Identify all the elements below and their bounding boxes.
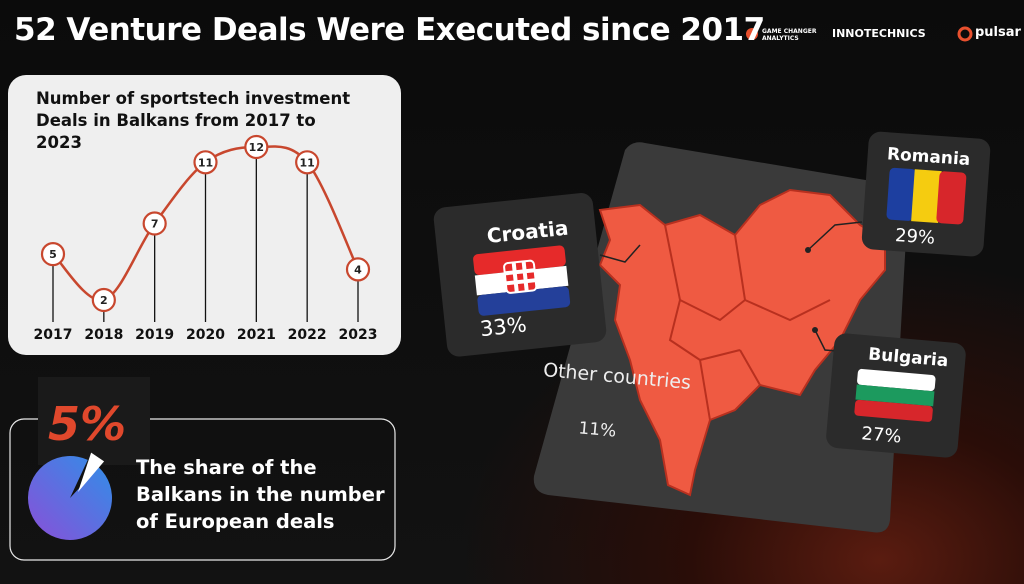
logo-pulsar: pulsar [975,25,1021,40]
point [91,287,116,313]
croatia-card: Croatia 33% [433,193,607,357]
romania-card: Romania 29% [861,131,991,257]
point-label: 12 [249,141,264,154]
x-tick-label: 2019 [135,327,174,343]
point [295,150,320,175]
point-label: 11 [300,156,315,169]
pct-backdrop [38,377,150,465]
pie-slice [78,452,105,492]
point-label: 11 [198,156,213,169]
logo-icon [746,28,758,40]
chart-title: Number of sportstech investment Deals in… [36,89,351,152]
point [244,134,269,160]
logo-innotechnics: INNOTECHNICS [832,27,926,40]
pie-value-label: 5% [48,397,126,451]
other-share: 11% [578,418,617,441]
borders [664,224,831,421]
page-title: 52 Venture Deals Were Executed since 201… [14,12,765,48]
logo-gca: GAME CHANGER ANALYTICS [762,28,817,42]
pie-rest [27,456,112,540]
country-share: 27% [861,423,903,447]
x-tick-label: 2023 [339,327,378,343]
point [142,211,167,236]
x-tick-label: 2021 [237,327,276,343]
point-label: 7 [151,218,159,231]
point-label: 4 [354,263,362,276]
dot [805,247,811,253]
x-tick-label: 2017 [34,327,73,343]
country-share: 33% [479,312,528,341]
dot [812,327,818,333]
line-chart: 5 2017 2 2018 7 2019 11 2020 12 2021 11 2022 4 2023 [34,134,378,343]
x-tick-label: 2022 [288,327,327,343]
pie-caption: The share of the Balkans in the number o… [136,456,385,533]
point [193,150,218,175]
x-tick-label: 2018 [84,327,123,343]
point-label: 2 [100,294,108,307]
logo-icon [957,26,973,42]
country-share: 29% [894,225,935,249]
map [533,142,909,533]
flag-croatia [473,245,571,316]
chart-card [8,75,401,355]
point [40,242,66,267]
point [345,257,371,282]
pie-chart: 5% [27,397,126,540]
pie-card [9,418,396,561]
balkans-shape [598,188,886,497]
bulgaria-card: Bulgaria 27% [826,333,966,458]
point-label: 5 [49,248,57,261]
x-tick-label: 2020 [186,327,225,343]
